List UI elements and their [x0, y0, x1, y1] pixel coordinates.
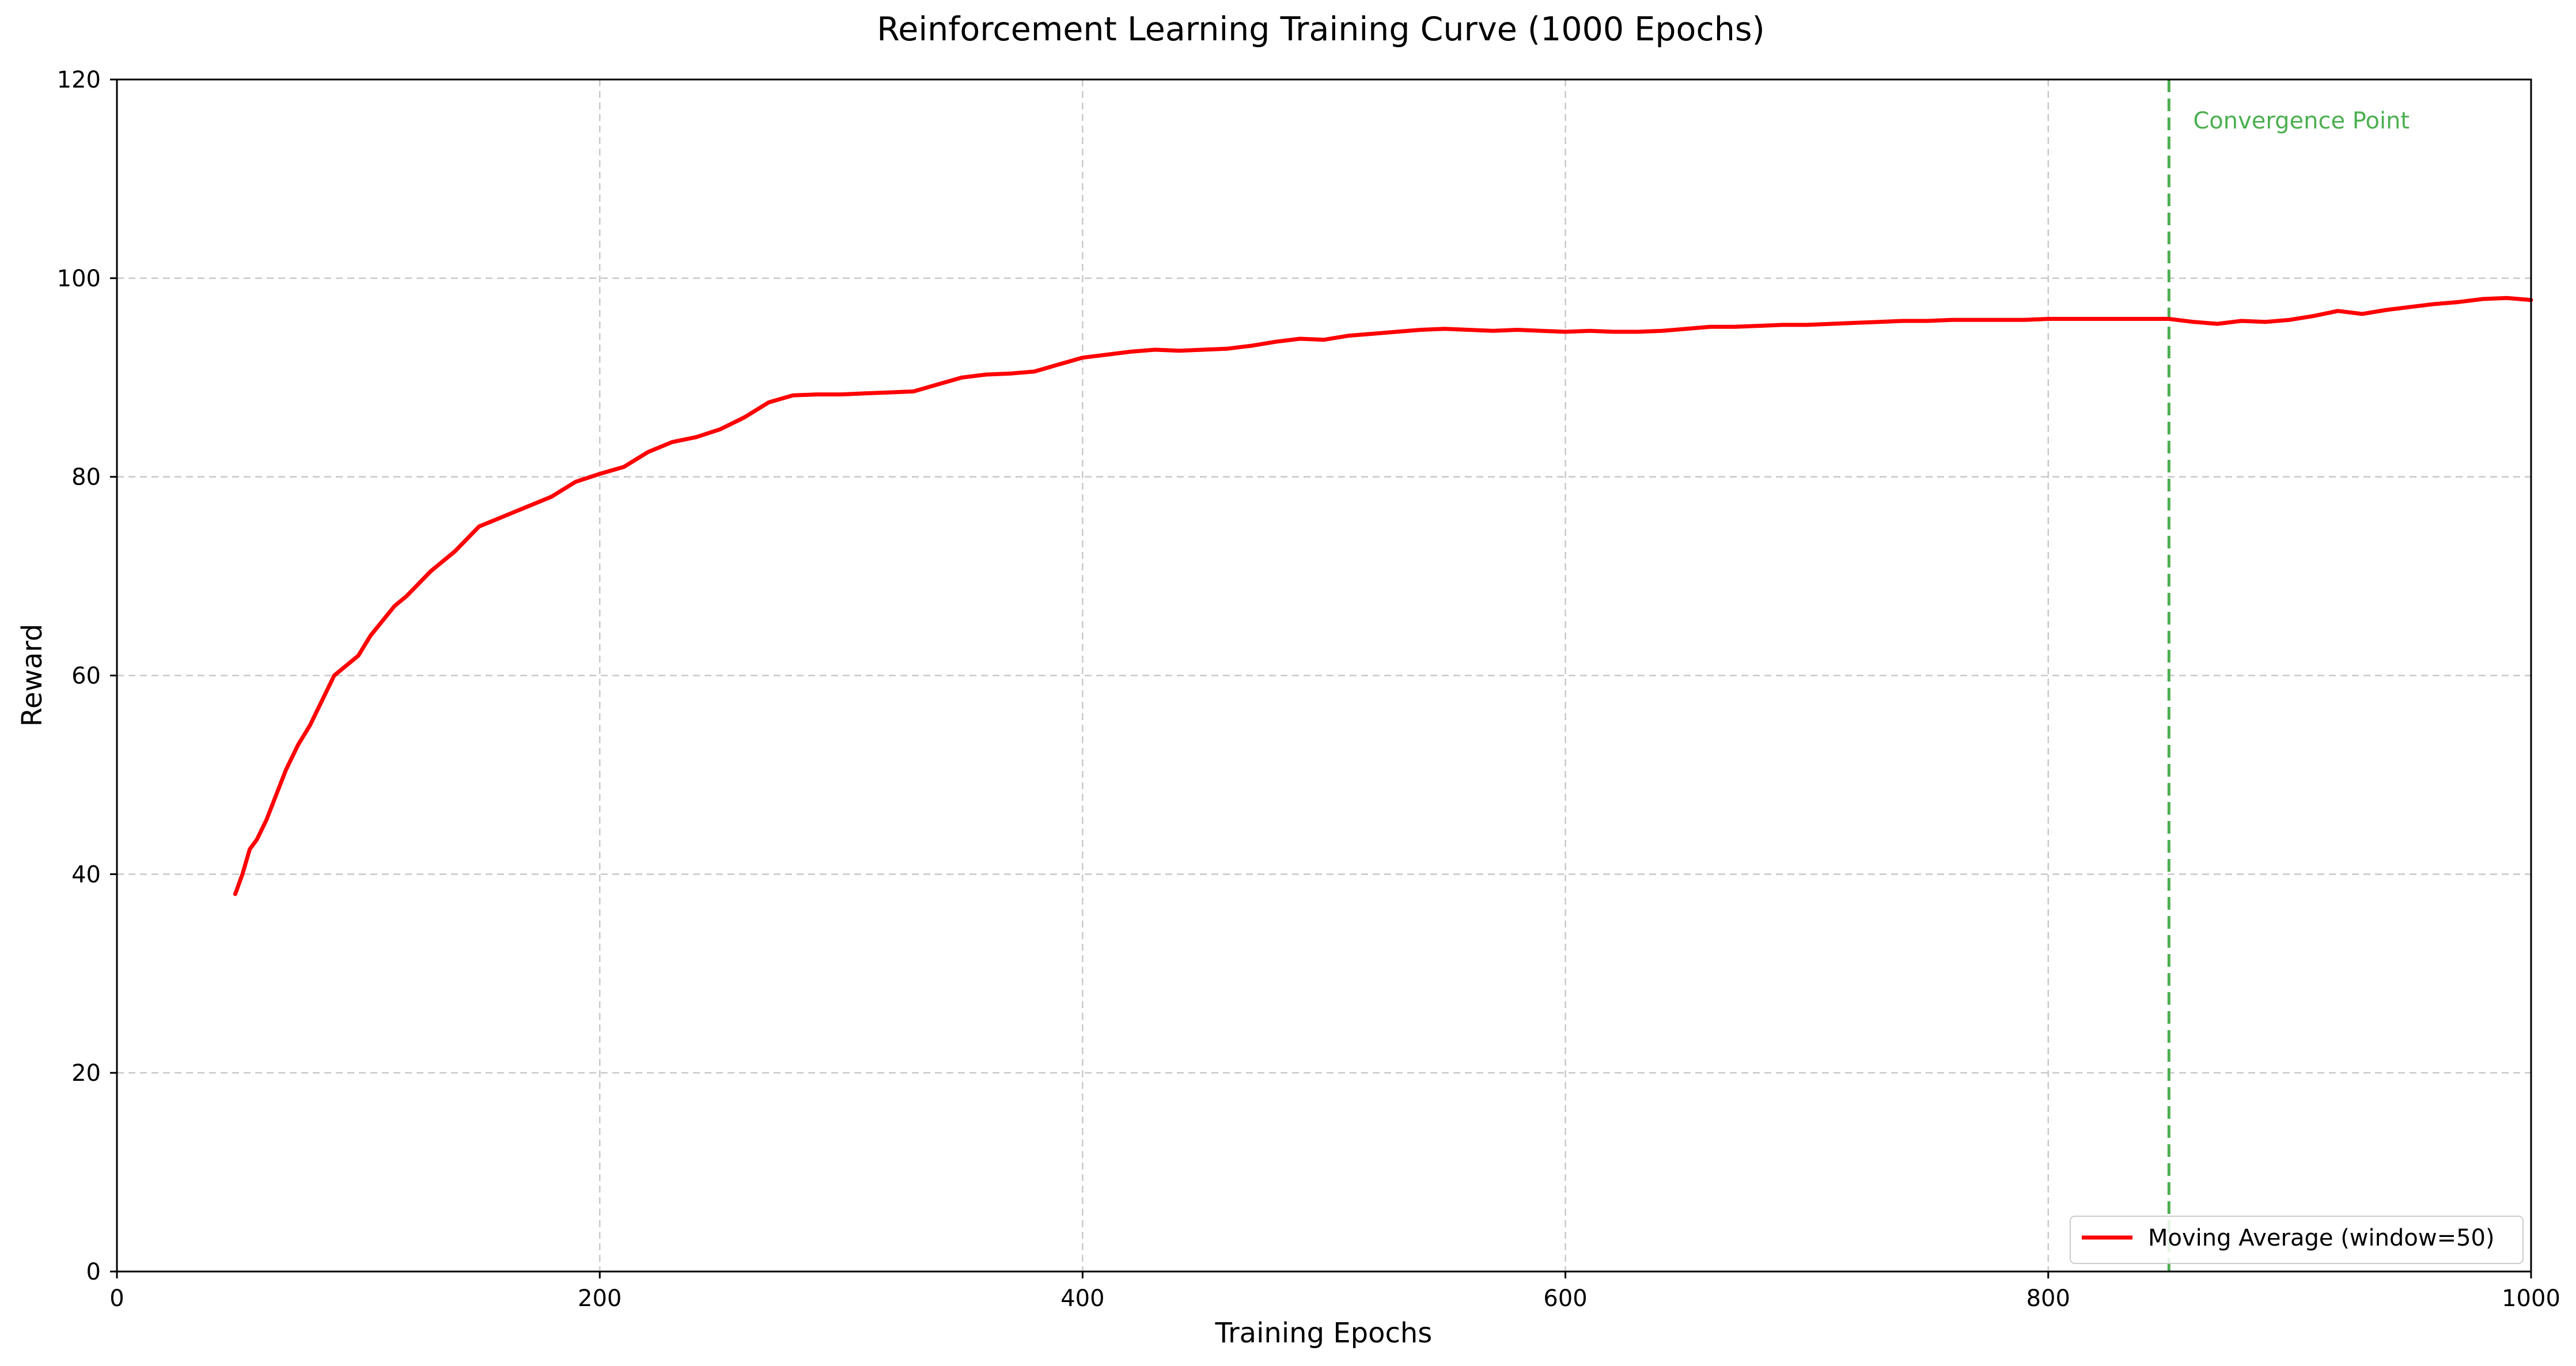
x-tick-label: 200 [578, 1285, 622, 1312]
x-tick-label: 0 [109, 1285, 124, 1312]
x-tick-label: 400 [1060, 1285, 1104, 1312]
y-tick-label: 60 [71, 663, 101, 690]
grid [117, 80, 2531, 1272]
x-tick-label: 1000 [2502, 1285, 2560, 1312]
x-tick-label: 600 [1543, 1285, 1587, 1312]
y-tick-label: 0 [86, 1259, 101, 1285]
series-line [233, 296, 2533, 896]
x-tick-label: 800 [2026, 1285, 2070, 1312]
y-tick-label: 80 [71, 464, 101, 491]
chart-title: Reinforcement Learning Training Curve (1… [877, 10, 1765, 48]
y-axis-label: Reward [16, 624, 48, 727]
y-tick-label: 120 [57, 67, 101, 93]
x-axis: 0 200 400 600 800 1000 [109, 1272, 2560, 1312]
y-tick-label: 40 [71, 861, 101, 888]
legend-label: Moving Average (window=50) [2148, 1225, 2495, 1251]
plot-area: Convergence Point [233, 80, 2533, 1272]
y-tick-label: 100 [57, 266, 101, 292]
x-axis-label: Training Epochs [1215, 1317, 1433, 1349]
convergence-label: Convergence Point [2193, 108, 2410, 134]
y-tick-label: 20 [71, 1060, 101, 1087]
legend-box [2070, 1216, 2524, 1264]
legend: Moving Average (window=50) [2070, 1216, 2524, 1264]
y-axis: 0 20 40 60 80 100 120 [57, 67, 117, 1285]
